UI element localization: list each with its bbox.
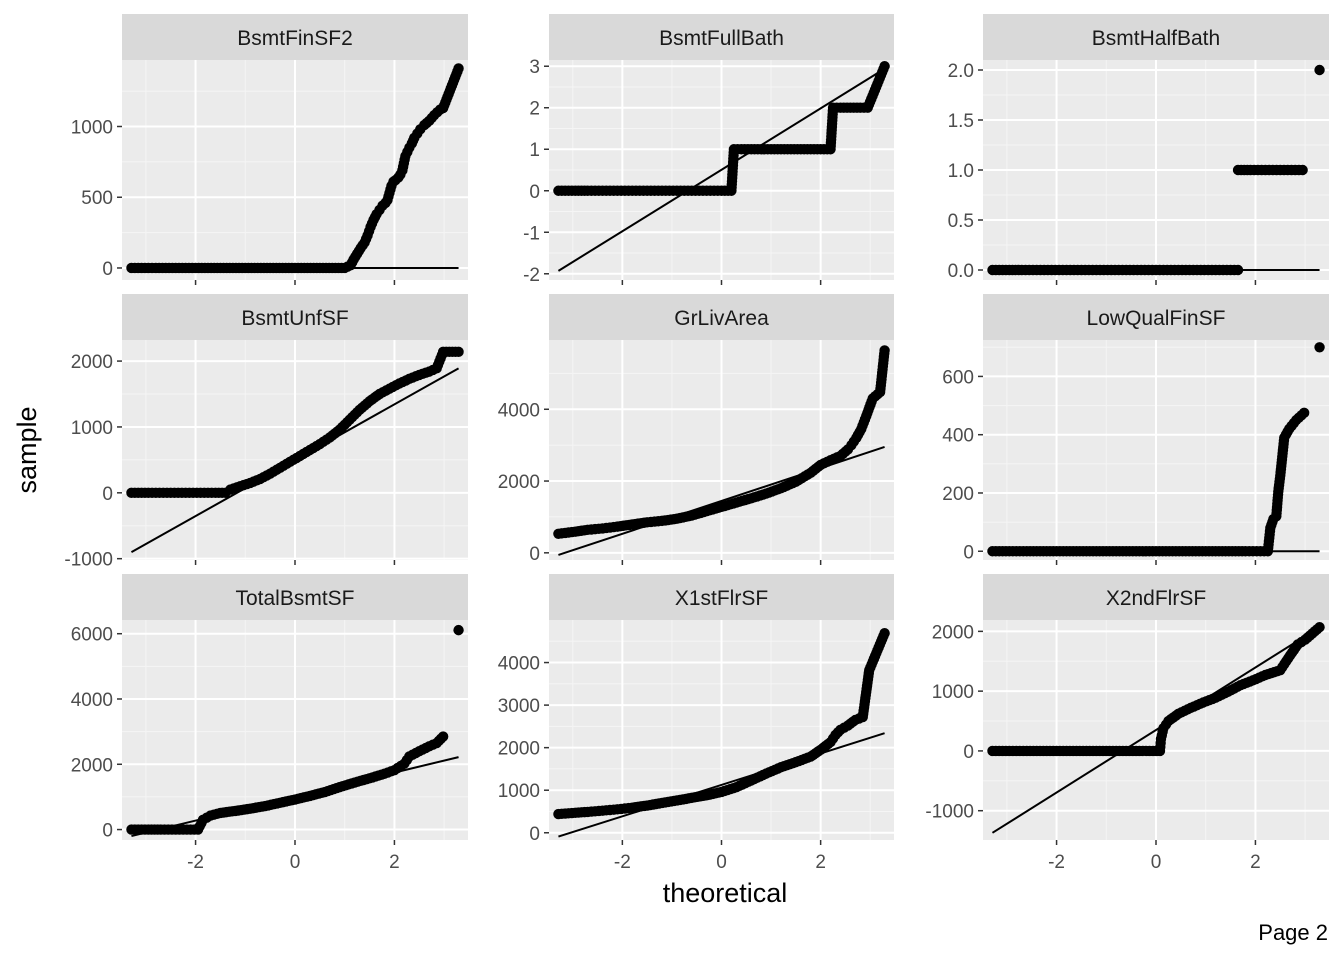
x-tick-label: 2 xyxy=(389,852,400,873)
y-tick-label: 1.0 xyxy=(948,161,974,182)
y-tick-label: 0.5 xyxy=(948,211,974,232)
facet-strip xyxy=(549,14,894,60)
qq-reference-line xyxy=(991,626,1321,834)
facet-strip xyxy=(549,574,894,620)
y-tick-label: 3 xyxy=(529,57,540,78)
facet-strip-label: BsmtUnfSF xyxy=(241,307,348,330)
qq-point xyxy=(879,345,890,356)
y-tick-label: 6000 xyxy=(71,625,113,646)
y-tick-label: 4000 xyxy=(498,400,540,421)
facet-panel-lowqualfinsf: LowQualFinSF 0 200 400 600 xyxy=(942,294,1329,565)
facet-strip-label: X2ndFlrSF xyxy=(1106,587,1206,610)
y-tick-label: 600 xyxy=(942,367,974,388)
facet-strip xyxy=(983,14,1329,60)
y-tick-label: 200 xyxy=(942,484,974,505)
qq-point xyxy=(1298,407,1310,419)
facet-strip xyxy=(549,294,894,340)
facet-strip xyxy=(983,574,1329,620)
qq-point xyxy=(1314,64,1325,76)
qq-point xyxy=(879,61,890,72)
facet-strip xyxy=(122,14,468,60)
qq-reference-line xyxy=(558,732,885,838)
x-tick-label: 0 xyxy=(290,852,301,873)
y-tick-label: 2.0 xyxy=(948,61,974,82)
y-tick-label: -1 xyxy=(523,223,540,244)
y-tick-label: 500 xyxy=(81,188,113,209)
y-tick-label: 0 xyxy=(963,742,974,763)
qq-point xyxy=(453,624,464,636)
qq-reference-line xyxy=(557,67,886,272)
x-tick-label: -2 xyxy=(1048,852,1065,873)
y-tick-label: 1000 xyxy=(498,781,540,802)
y-tick-label: -2 xyxy=(523,265,540,286)
x-tick-label: 2 xyxy=(1250,852,1261,873)
y-tick-label: 0 xyxy=(102,821,113,842)
facet-strip xyxy=(122,294,468,340)
y-tick-label: 0 xyxy=(102,259,113,280)
y-tick-label: 2000 xyxy=(498,739,540,760)
qq-point xyxy=(879,627,890,639)
facet-strip xyxy=(983,294,1329,340)
y-tick-label: 0 xyxy=(102,484,113,505)
facet-strip-label: LowQualFinSF xyxy=(1087,307,1226,330)
facet-strip-label: BsmtFinSF2 xyxy=(237,27,353,50)
y-tick-label: 400 xyxy=(942,426,974,447)
y-tick-label: 1000 xyxy=(932,682,974,703)
y-axis-title: sample xyxy=(12,406,42,493)
y-tick-label: 0 xyxy=(963,542,974,563)
qq-point xyxy=(1297,164,1308,176)
y-tick-label: 2000 xyxy=(71,352,113,373)
x-tick-label: 0 xyxy=(1151,852,1162,873)
x-tick-label: -2 xyxy=(187,852,204,873)
facet-panel-bsmthalfbath: BsmtHalfBath 0.0 0.5 1.0 1.5 2.0 xyxy=(948,14,1329,285)
y-tick-label: 2000 xyxy=(498,472,540,493)
y-tick-label: 2000 xyxy=(71,755,113,776)
facet-strip-label: TotalBsmtSF xyxy=(235,587,354,610)
qq-point xyxy=(1232,264,1244,276)
facet-panel-grlivarea: GrLivArea 0 2000 4000 xyxy=(498,294,894,565)
facet-panel-bsmtfinsf2: BsmtFinSF2 0 500 1000 xyxy=(71,14,468,285)
facet-strip-label: X1stFlrSF xyxy=(675,587,768,610)
qq-point xyxy=(437,731,449,742)
y-tick-label: 1.5 xyxy=(948,111,974,132)
qq-point xyxy=(453,346,464,358)
y-tick-label: -1000 xyxy=(925,802,974,823)
page-label: Page 2 xyxy=(1258,920,1328,945)
facet-panel-totalbsmtsf: TotalBsmtSF 0 2000 4000 6000 -2 0 2 xyxy=(71,574,468,873)
y-tick-label: 4000 xyxy=(498,654,540,675)
qq-point xyxy=(1314,342,1325,353)
facet-panel-x1stflrsf: X1stFlrSF 0 1000 2000 3000 4000 -2 0 2 xyxy=(498,574,894,873)
y-tick-label: 1000 xyxy=(71,418,113,439)
facet-strip-label: GrLivArea xyxy=(674,307,769,330)
y-tick-label: -1000 xyxy=(64,550,113,571)
facet-strip xyxy=(122,574,468,620)
x-tick-label: 0 xyxy=(716,852,727,873)
y-tick-label: 1 xyxy=(529,140,540,161)
y-tick-label: 2000 xyxy=(932,622,974,643)
y-tick-label: 2 xyxy=(529,99,540,120)
y-tick-label: 1000 xyxy=(71,117,113,138)
x-tick-label: 2 xyxy=(815,852,826,873)
x-axis-title: theoretical xyxy=(663,878,788,908)
facet-panel-bsmtfullbath: BsmtFullBath -2 -1 0 1 2 3 xyxy=(523,14,894,286)
y-tick-label: 0 xyxy=(529,544,540,565)
y-tick-label: 0 xyxy=(529,182,540,203)
y-tick-label: 4000 xyxy=(71,690,113,711)
facet-panel-bsmtunfsf: BsmtUnfSF -1000 0 1000 2000 xyxy=(64,294,468,571)
x-tick-label: -2 xyxy=(614,852,631,873)
facet-panels: BsmtFinSF205001000BsmtFullBath-2-10123Bs… xyxy=(64,14,1329,873)
facet-strip-label: BsmtFullBath xyxy=(659,27,784,50)
y-tick-label: 0 xyxy=(529,824,540,845)
y-tick-label: 3000 xyxy=(498,696,540,717)
y-tick-label: 0.0 xyxy=(948,261,974,282)
qq-point xyxy=(453,63,464,74)
facet-panel-x2ndflrsf: X2ndFlrSF -1000 0 1000 2000 -2 0 2 xyxy=(925,574,1329,873)
qq-point xyxy=(1314,621,1325,633)
facet-strip-label: BsmtHalfBath xyxy=(1092,27,1220,50)
